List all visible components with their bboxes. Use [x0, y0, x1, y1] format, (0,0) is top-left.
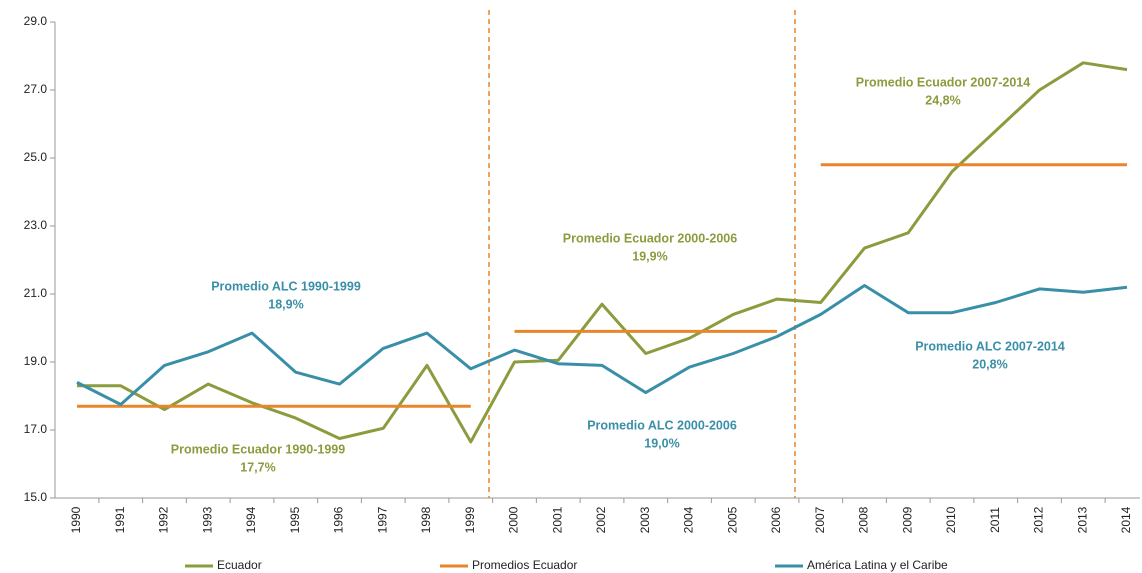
y-tick-label: 17.0 [24, 422, 48, 436]
x-tick-label: 2010 [944, 506, 958, 533]
y-tick-label: 19.0 [24, 354, 48, 368]
x-tick-label: 2007 [813, 506, 827, 533]
y-tick-label: 25.0 [24, 150, 48, 164]
y-tick-label: 23.0 [24, 218, 48, 232]
x-tick-label: 1991 [113, 506, 127, 533]
x-tick-label: 2006 [769, 506, 783, 533]
x-tick-label: 1990 [69, 506, 83, 533]
series-line [77, 61, 1128, 444]
y-tick-label: 29.0 [24, 14, 48, 28]
y-tick-label: 27.0 [24, 82, 48, 96]
annotation: 19,9% [632, 249, 667, 263]
x-tick-label: 2014 [1119, 506, 1133, 533]
x-tick-label: 1994 [244, 506, 258, 533]
x-tick-label: 1995 [288, 506, 302, 533]
x-tick-label: 2013 [1075, 506, 1089, 533]
x-tick-label: 2003 [638, 506, 652, 533]
annotation: 24,8% [925, 93, 960, 107]
x-tick-label: 1998 [419, 506, 433, 533]
annotation: Promedio ALC 2007-2014 [915, 339, 1065, 353]
annotation: 19,0% [644, 436, 679, 450]
x-tick-label: 2001 [550, 506, 564, 533]
x-tick-label: 2012 [1032, 506, 1046, 533]
x-tick-label: 2000 [507, 506, 521, 533]
annotation: Promedio ALC 1990-1999 [211, 279, 361, 293]
x-tick-label: 2011 [988, 507, 1002, 533]
x-tick-label: 2002 [594, 506, 608, 533]
x-tick-label: 1992 [157, 506, 171, 533]
y-tick-label: 21.0 [24, 286, 48, 300]
x-tick-label: 2008 [857, 506, 871, 533]
x-tick-label: 2005 [725, 506, 739, 533]
x-tick-label: 1993 [200, 506, 214, 533]
x-tick-label: 1996 [332, 506, 346, 533]
annotation: Promedio Ecuador 2000-2006 [563, 231, 737, 245]
legend-label: Ecuador [217, 558, 262, 572]
x-tick-label: 2009 [900, 506, 914, 533]
legend-label: América Latina y el Caribe [807, 558, 948, 572]
x-tick-label: 1999 [463, 506, 477, 533]
y-tick-label: 15.0 [24, 490, 48, 504]
x-tick-label: 1997 [375, 506, 389, 533]
series-line [76, 284, 1128, 406]
annotation: Promedio ALC 2000-2006 [587, 418, 737, 432]
annotation: 18,9% [268, 297, 303, 311]
annotation: Promedio Ecuador 2007-2014 [856, 75, 1030, 89]
annotation: 17,7% [240, 460, 275, 474]
annotation: Promedio Ecuador 1990-1999 [171, 442, 345, 456]
x-tick-label: 2004 [682, 506, 696, 533]
legend-label: Promedios Ecuador [472, 558, 577, 572]
annotation: 20,8% [972, 357, 1007, 371]
